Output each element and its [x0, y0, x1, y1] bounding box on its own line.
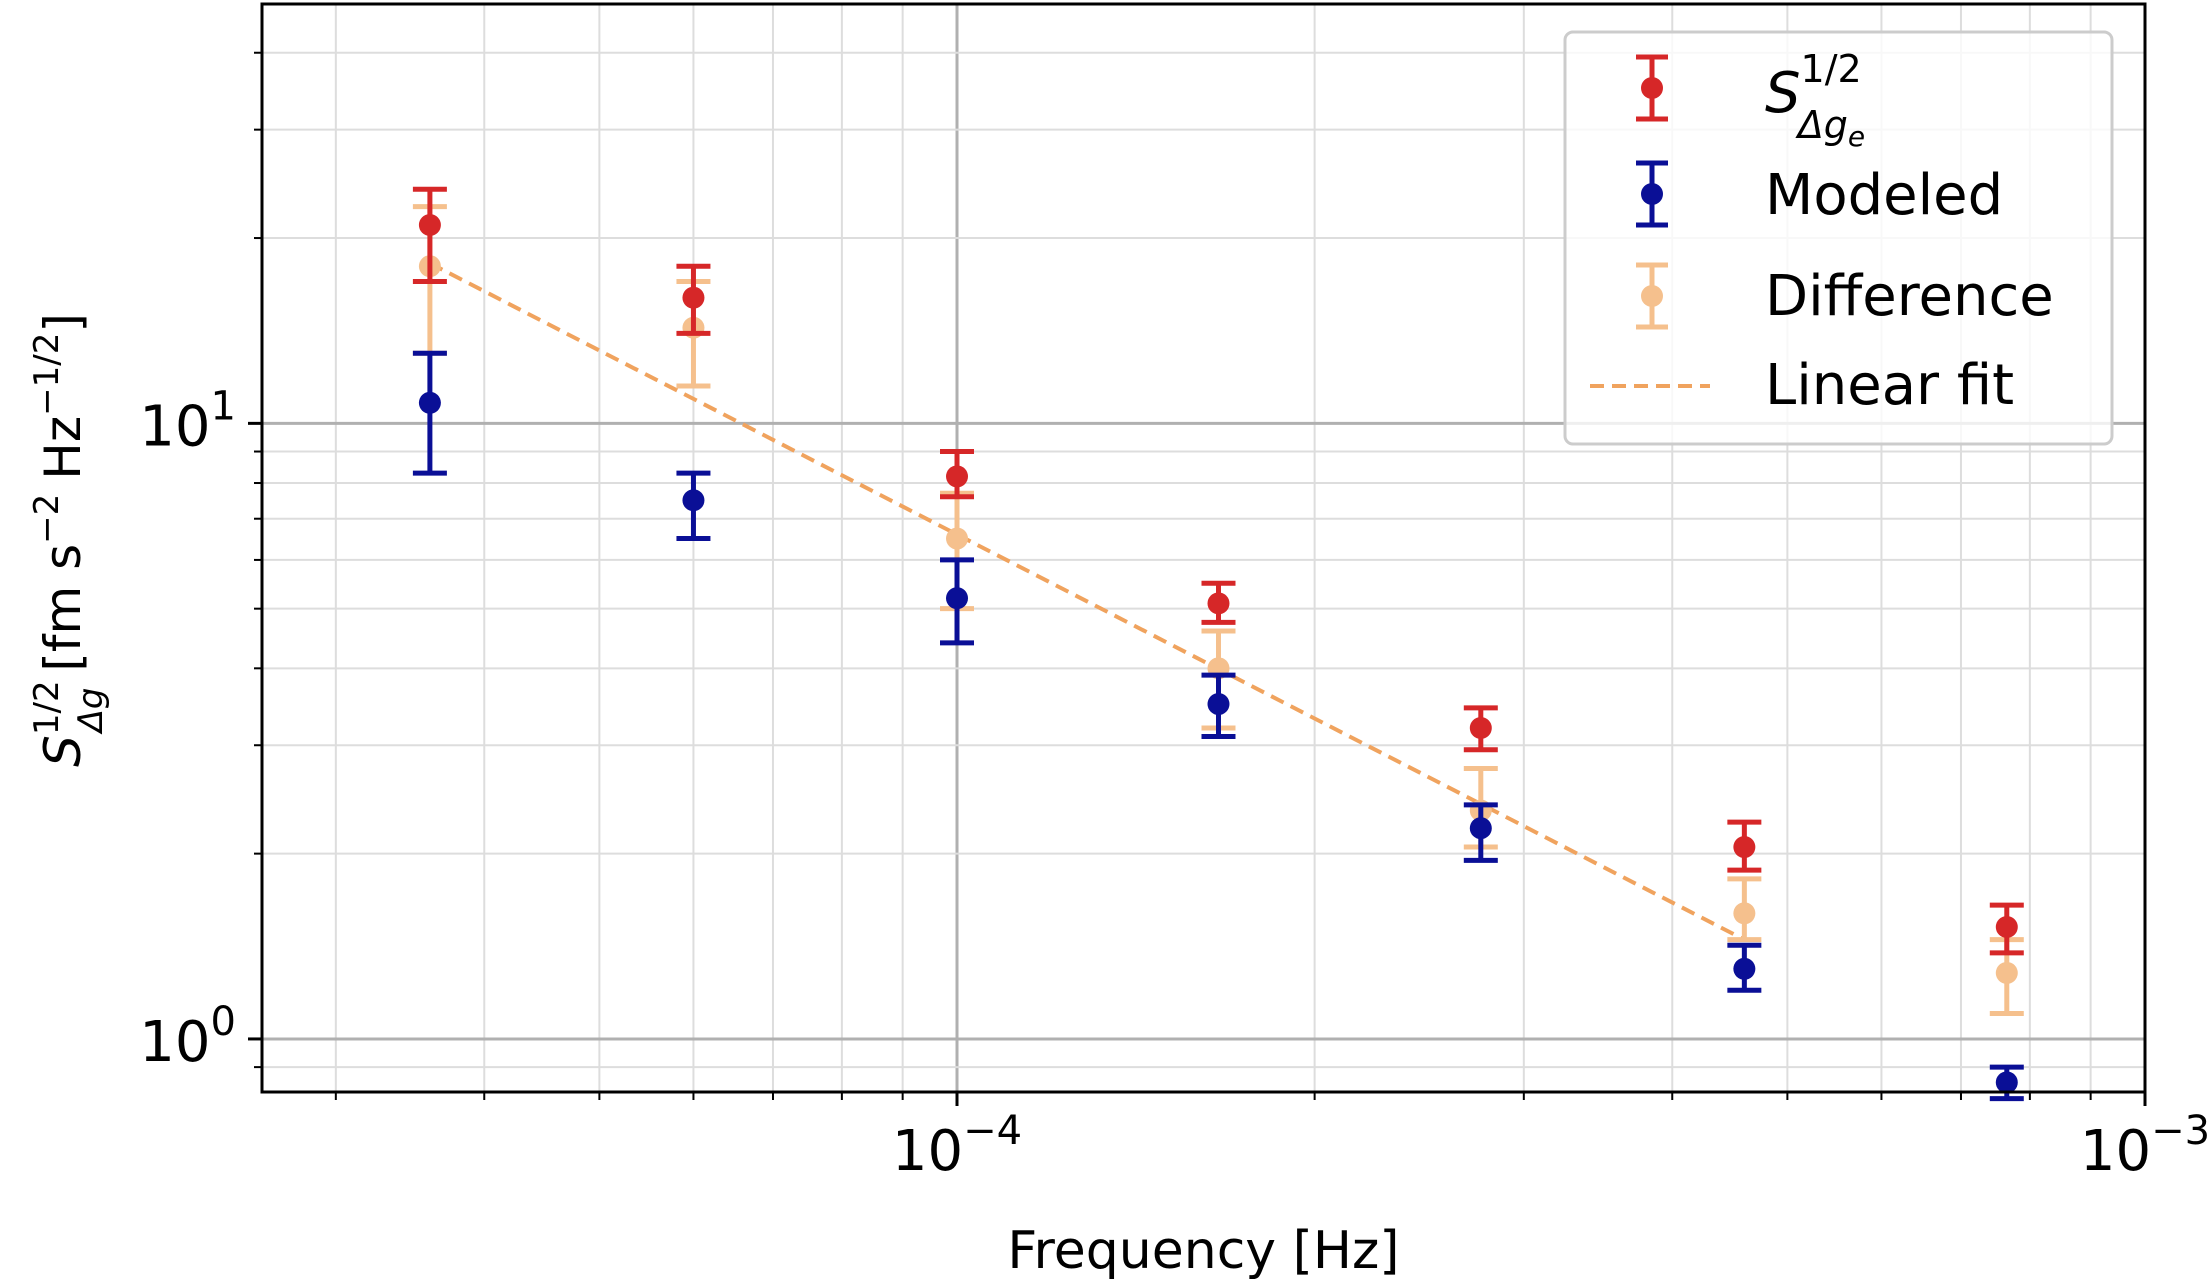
measured-marker: [1995, 916, 2018, 939]
measured-marker: [1733, 836, 1756, 859]
difference-point: [1727, 876, 1762, 943]
legend-difference-dot: [1641, 285, 1663, 307]
legend-label-difference: Difference: [1765, 264, 2054, 329]
legend-box: [1563, 30, 2114, 446]
x-tick-label-base: 10: [892, 1119, 963, 1184]
legend-measured-marker: [1636, 54, 1668, 122]
legend: S1/2 Δge Modeled Difference Linear fit: [1563, 30, 2114, 446]
y-label-base: S: [34, 735, 92, 767]
measured-marker: [1207, 592, 1230, 615]
legend-measured-sub: Δg: [1795, 103, 1848, 147]
modeled-point: [1989, 1064, 2024, 1102]
modeled-marker: [1733, 957, 1756, 980]
measured-marker: [946, 465, 969, 488]
measured-point: [1727, 819, 1762, 873]
plot-area-frame: [260, 2, 2147, 1094]
difference-marker: [1995, 961, 2018, 984]
x-tick-label-exp: −4: [963, 1108, 1022, 1154]
fit-layer: [428, 261, 1746, 942]
difference-marker: [1733, 902, 1756, 925]
legend-modeled-marker: [1636, 160, 1668, 228]
modeled-marker: [682, 489, 705, 512]
modeled-point: [412, 350, 447, 476]
y-label-units-lead: [fm s: [34, 544, 92, 672]
legend-modeled-dot: [1641, 183, 1663, 205]
y-tick-label-exp: 0: [211, 999, 236, 1045]
modeled-point: [1201, 672, 1236, 739]
difference-marker: [946, 527, 969, 550]
measured-point: [1463, 705, 1498, 753]
x-tick-label-exp: −3: [2151, 1108, 2210, 1154]
y-label-sup: 1/2: [27, 680, 67, 735]
legend-label-measured: S1/2 Δge: [1765, 47, 1865, 153]
y-label-units-exp2: −1/2: [27, 333, 67, 416]
y-label-units-tail: ]: [34, 313, 92, 333]
modeled-point: [940, 557, 975, 646]
y-tick-label-exp: 1: [211, 383, 236, 429]
fit-line: [428, 261, 1746, 942]
legend-measured-subsub: e: [1848, 120, 1865, 153]
modeled-marker: [418, 391, 441, 414]
modeled-point: [1727, 942, 1762, 993]
modeled-marker: [1469, 817, 1492, 840]
measured-point: [676, 263, 711, 336]
y-tick-label: 100: [139, 999, 236, 1075]
legend-measured-dot: [1641, 77, 1663, 99]
x-axis-label: Frequency [Hz]: [1007, 1221, 1399, 1281]
x-tick-label: 10−4: [892, 1108, 1022, 1184]
legend-measured-base: S: [1765, 61, 1801, 126]
measured-point: [412, 186, 447, 285]
x-tick-label: 10−3: [2080, 1108, 2210, 1184]
measured-point: [1201, 580, 1236, 625]
legend-measured-sup: 1/2: [1801, 47, 1862, 91]
y-label-sub: Δg: [71, 688, 111, 736]
measured-point: [1989, 902, 2024, 956]
modeled-point: [1463, 802, 1498, 863]
measured-marker: [1469, 716, 1492, 739]
data-layer: [412, 186, 2024, 1102]
modeled-marker: [1995, 1071, 2018, 1094]
measured-point: [940, 449, 975, 500]
y-tick-label-base: 10: [139, 394, 210, 459]
y-label-units-exp1: −2: [27, 494, 67, 544]
measured-marker: [682, 286, 705, 309]
modeled-marker: [946, 587, 969, 610]
measured-marker: [418, 214, 441, 237]
legend-label-fit: Linear fit: [1765, 353, 2014, 418]
y-axis-label: S1/2 Δg [fm s−2 Hz−1/2]: [27, 313, 111, 767]
legend-label-modeled: Modeled: [1765, 163, 2003, 228]
legend-difference-marker: [1636, 262, 1668, 330]
modeled-marker: [1207, 693, 1230, 716]
y-tick-label-base: 10: [139, 1010, 210, 1075]
x-tick-label-base: 10: [2080, 1119, 2151, 1184]
modeled-point: [676, 470, 711, 542]
legend-markers: [1590, 54, 1710, 388]
y-label-units-mid: Hz: [34, 416, 92, 480]
y-tick-label: 101: [139, 383, 236, 459]
